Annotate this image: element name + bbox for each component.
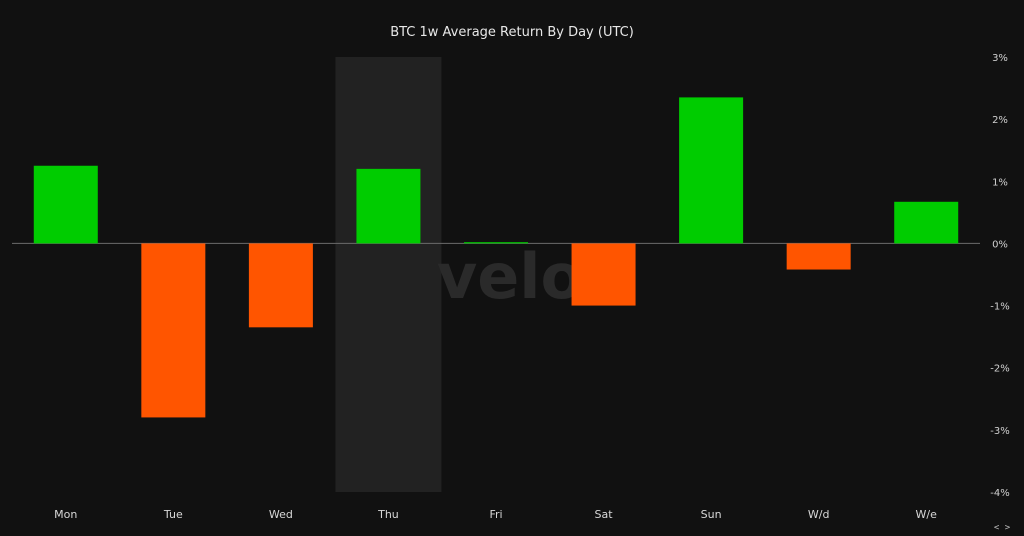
bar-wed[interactable] (248, 243, 313, 328)
y-tick-label: 2% (992, 115, 1008, 126)
y-tick-label: 3% (992, 53, 1008, 64)
watermark-logo: velo (437, 240, 583, 313)
x-tick-label: Wed (269, 508, 293, 521)
bar-sat[interactable] (571, 243, 636, 306)
x-tick-label: Fri (489, 508, 502, 521)
x-tick-label: Sat (595, 508, 614, 521)
bar-w-d[interactable] (786, 243, 851, 270)
x-tick-label: Sun (701, 508, 722, 521)
x-tick-label: W/e (916, 508, 938, 521)
bar-tue[interactable] (141, 243, 206, 418)
x-axis: Mon Tue Wed Thu Fri Sat Sun W/d W/e (54, 508, 937, 521)
y-tick-label: 0% (992, 239, 1008, 250)
bar-w-e[interactable] (894, 201, 959, 244)
chart-title: BTC 1w Average Return By Day (UTC) (390, 25, 634, 40)
nav-arrows[interactable]: < > (994, 523, 1011, 533)
highlight-band-thu (335, 57, 442, 492)
x-tick-label: Mon (54, 508, 77, 521)
bar-sun[interactable] (679, 97, 744, 244)
y-axis: 3% 2% 1% 0% -1% -2% -3% -4% (990, 53, 1009, 499)
y-tick-label: 1% (992, 177, 1008, 188)
y-tick-label: -1% (990, 302, 1009, 313)
x-tick-label: W/d (808, 508, 830, 521)
y-tick-label: -3% (990, 426, 1009, 437)
x-tick-label: Tue (163, 508, 183, 521)
bar-mon[interactable] (33, 165, 98, 244)
y-tick-label: -4% (990, 488, 1009, 499)
y-tick-label: -2% (990, 364, 1009, 375)
hover-highlight-layer (335, 57, 442, 492)
bar-fri[interactable] (464, 242, 528, 244)
x-tick-label: Thu (377, 508, 399, 521)
bar-thu[interactable] (356, 168, 421, 244)
bars-layer (33, 97, 959, 418)
